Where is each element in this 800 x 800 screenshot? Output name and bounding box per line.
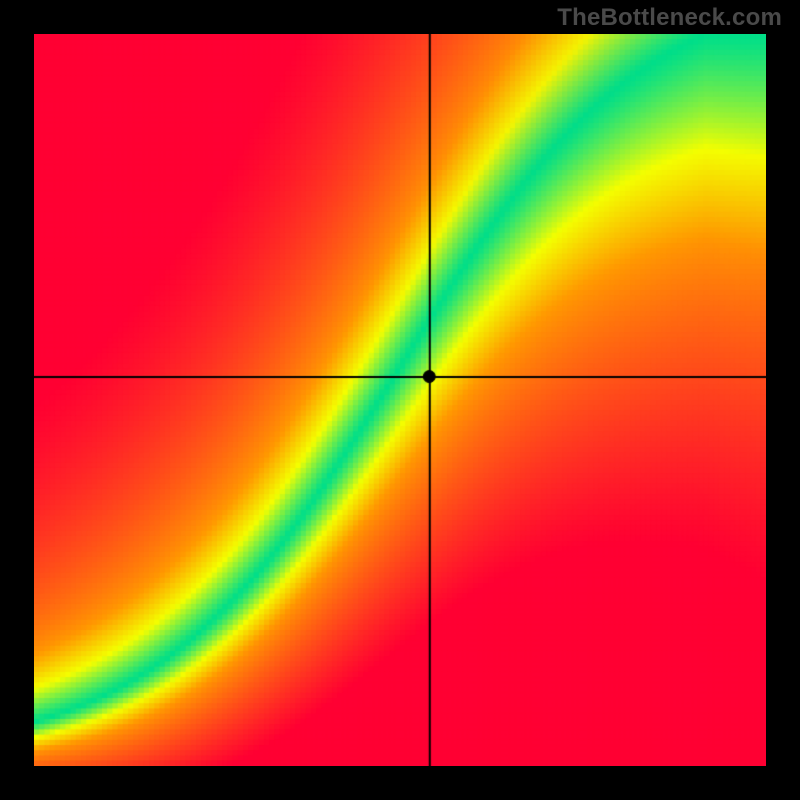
bottleneck-heatmap — [34, 34, 766, 766]
chart-container: TheBottleneck.com — [0, 0, 800, 800]
watermark-text: TheBottleneck.com — [557, 4, 782, 32]
